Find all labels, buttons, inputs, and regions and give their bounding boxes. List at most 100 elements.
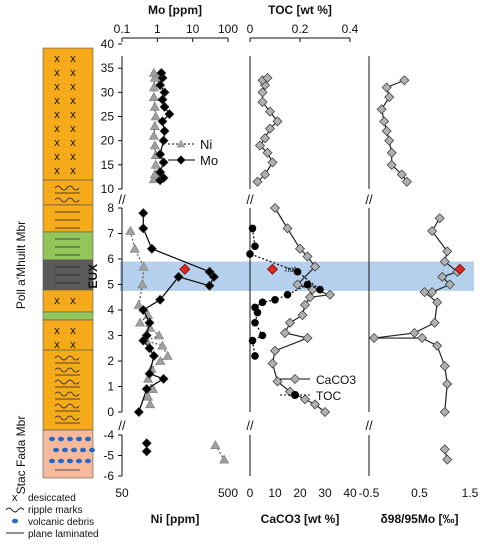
series-line-Ni <box>214 444 225 460</box>
bottom-tick-label: -0.5 <box>359 486 380 500</box>
point-d98Mo <box>419 287 430 298</box>
point-CaCO3 <box>265 123 275 134</box>
point-Mo <box>133 407 144 417</box>
bottom-tick-label: 0.5 <box>411 486 428 500</box>
desiccated-mark: x <box>54 325 60 337</box>
desiccated-mark: x <box>70 67 76 79</box>
lithology-unit-8 <box>42 319 94 351</box>
desiccated-mark: x <box>54 67 60 79</box>
red-marker-d98mo <box>454 263 466 275</box>
point-CaCO3 <box>252 176 263 187</box>
point-CaCO3 <box>310 399 320 410</box>
ripple-mark <box>54 197 80 203</box>
volcanic-debris-dot <box>85 436 91 442</box>
volcanic-debris-dot <box>71 447 77 453</box>
point-Mo <box>157 94 168 105</box>
volcanic-debris-dot <box>89 447 95 453</box>
point-CaCO3 <box>272 376 283 387</box>
desiccated-mark: x <box>54 53 60 65</box>
desiccated-mark: x <box>54 123 60 135</box>
point-d98Mo <box>427 225 438 236</box>
point-CaCO3 <box>262 147 273 158</box>
volcanic-debris-dot <box>85 458 91 464</box>
desiccated-mark: x <box>54 81 60 93</box>
point-TOC <box>283 290 292 299</box>
depth-tick-label: 1 <box>107 380 114 394</box>
point-Mo <box>138 305 149 315</box>
point-TOC <box>271 296 279 304</box>
volcanic-debris-dot <box>67 458 73 464</box>
top-tick-label: 0.2 <box>292 22 309 36</box>
ripple-mark <box>54 391 80 397</box>
legend-marker-Ni <box>176 139 186 148</box>
volcanic-debris-dot <box>49 436 55 442</box>
point-Ni <box>145 399 156 409</box>
lithology-column: x xx xx xx xx xx xx xx xx xx xx xx x <box>42 47 95 479</box>
depth-tick-label: 0 <box>107 405 114 419</box>
desiccated-mark: x <box>54 339 60 351</box>
point-Mo <box>146 243 157 254</box>
bottom-axis-title-d98mo: δ98/95Mo [‰] <box>381 512 459 526</box>
point-Ni <box>148 92 159 101</box>
point-CaCO3 <box>295 243 305 254</box>
point-d98Mo <box>384 135 395 146</box>
lithology-unit-7 <box>42 311 94 321</box>
desiccated-mark: x <box>54 295 60 307</box>
point-Mo <box>141 384 152 395</box>
point-Mo <box>158 135 169 146</box>
point-Ni <box>148 67 159 77</box>
point-CaCO3 <box>260 169 270 180</box>
axes-layer: 10 15 20 25 30 35 40 0 1 2 3 4 5 6 7 8 -4 -5 -6 // // 0.1 1 10 1… <box>101 3 479 526</box>
point-Ni <box>162 350 173 360</box>
member-label-poll: Poll a'Mhuilt Mbr <box>14 221 28 309</box>
top-tick-label: 0.1 <box>114 22 131 36</box>
desiccated-mark: x <box>54 165 60 177</box>
depth-tick-label: -4 <box>103 428 114 442</box>
desiccated-mark: x <box>70 151 76 163</box>
point-Mo <box>141 446 152 457</box>
point-CaCO3 <box>257 97 268 107</box>
point-Mo <box>138 335 149 346</box>
ripple-mark <box>54 403 80 409</box>
axis-break-mark: // <box>246 192 254 207</box>
point-CaCO3 <box>302 333 313 344</box>
red-marker-toc_caco3 <box>267 263 278 275</box>
point-d98Mo <box>417 333 428 344</box>
point-d98Mo <box>381 126 392 136</box>
point-TOC <box>248 224 257 233</box>
bottom-tick-label: 0 <box>247 486 254 500</box>
point-Ni <box>148 130 159 140</box>
ripple-mark <box>54 415 80 421</box>
desiccated-mark: x <box>70 123 76 135</box>
point-Mo <box>144 317 155 328</box>
point-TOC <box>258 298 267 307</box>
point-Mo <box>159 87 170 98</box>
point-CaCO3 <box>257 87 268 98</box>
axis-break-mark: // <box>365 192 373 207</box>
point-CaCO3 <box>270 345 280 356</box>
legend-label-lithology: ripple marks <box>28 505 82 516</box>
legend-label-CaCO3: CaCO3 <box>316 373 356 387</box>
euxinic-band-label: EUX <box>86 264 100 289</box>
point-CaCO3 <box>285 317 295 328</box>
point-CaCO3 <box>300 299 310 310</box>
point-Mo <box>157 116 168 127</box>
axis-break-mark: // <box>118 418 126 433</box>
point-Ni <box>129 243 140 253</box>
bottom-tick-label: 1.5 <box>462 486 479 500</box>
point-Mo <box>141 438 152 449</box>
legend-label-lithology: plane laminated <box>28 529 99 540</box>
point-Ni <box>149 101 160 111</box>
point-CaCO3 <box>267 157 278 168</box>
point-Ni <box>148 82 159 92</box>
point-d98Mo <box>432 297 443 308</box>
legend-marker-TOC <box>291 391 299 399</box>
point-TOC <box>246 250 254 258</box>
axis-break-mark: // <box>246 418 254 433</box>
legend-label-lithology: desiccated <box>28 493 76 504</box>
point-d98Mo <box>384 92 395 103</box>
desiccated-mark: x <box>70 325 76 337</box>
legend-symbol-ripple <box>5 507 25 513</box>
point-d98Mo <box>442 246 453 257</box>
